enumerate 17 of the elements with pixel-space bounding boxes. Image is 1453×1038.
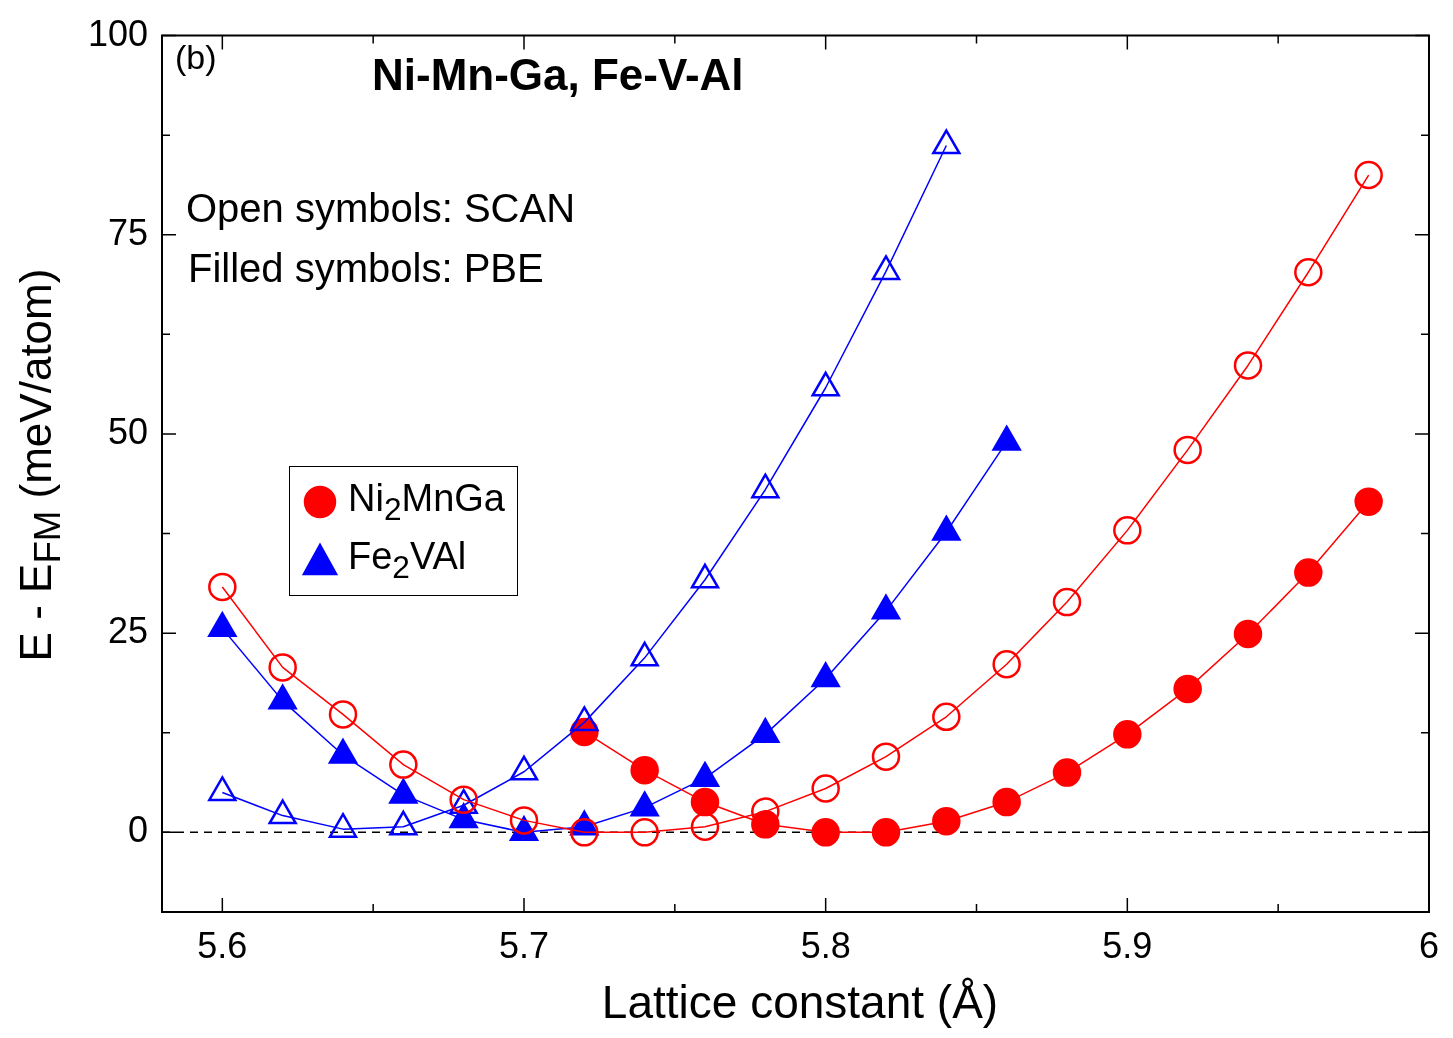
annotation: (b): [175, 38, 217, 77]
y-tick-label: 100: [87, 12, 148, 54]
y-tick-label: 75: [107, 211, 148, 253]
legend-label: Ni$_{2}$MnGa: [348, 476, 505, 528]
x-tick-label: 5.8: [800, 924, 851, 966]
x-axis-title: Lattice constant (Å): [601, 975, 999, 1029]
x-tick-label: 5.7: [498, 924, 550, 966]
x-tick-label: 6: [1418, 924, 1439, 966]
y-tick-label: 25: [107, 610, 148, 652]
y-tick-label: 50: [107, 410, 148, 452]
chart-title: Ni-Mn-Ga, Fe-V-Al: [372, 50, 744, 100]
legend-label: Fe$_{2}$VAl: [348, 534, 467, 586]
x-tick-label: 5.6: [197, 924, 248, 966]
x-tick-label: 5.9: [1102, 924, 1153, 966]
annotation: Filled symbols: PBE: [188, 246, 544, 291]
annotation: Open symbols: SCAN: [186, 186, 576, 231]
y-tick-label: 0: [127, 809, 148, 851]
